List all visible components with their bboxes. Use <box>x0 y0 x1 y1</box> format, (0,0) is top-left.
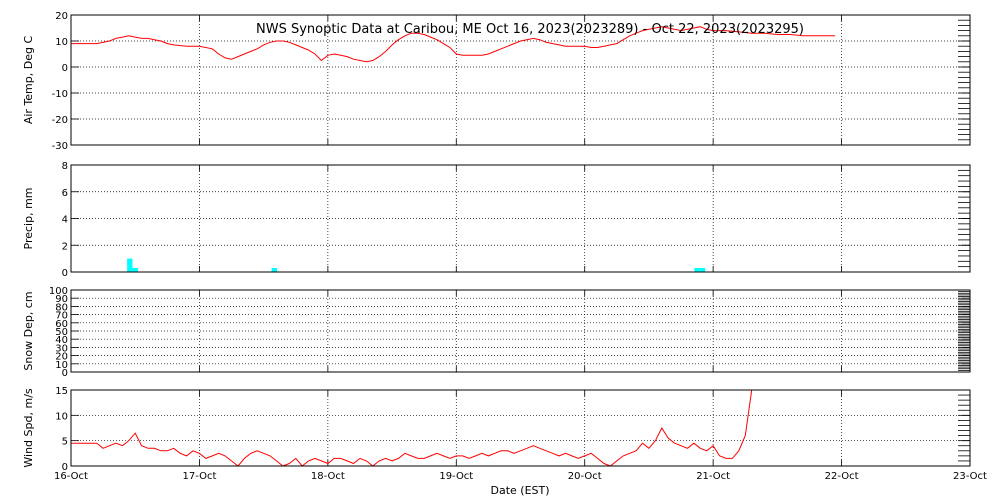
x-tick-label: 18-Oct <box>311 471 345 482</box>
precip-bar <box>271 267 277 272</box>
y-tick-label: 0 <box>62 368 68 379</box>
y-tick-label: 8 <box>62 161 68 172</box>
y-tick-label: 0 <box>62 462 68 473</box>
y-tick-label: 0 <box>62 268 68 279</box>
chart-title: NWS Synoptic Data at Caribou, ME Oct 16,… <box>256 22 804 37</box>
precip-bar <box>127 258 133 272</box>
precip-bar <box>132 267 138 272</box>
y-tick-label: 90 <box>55 294 68 305</box>
y-tick-label: 80 <box>55 302 68 313</box>
y-tick-label: 40 <box>55 335 68 346</box>
y-tick-label: 10 <box>55 360 68 371</box>
y-axis-label: Wind Spd, m/s <box>22 388 35 468</box>
y-tick-label: 30 <box>55 343 68 354</box>
y-tick-label: 10 <box>55 411 68 422</box>
panel-data <box>127 258 706 272</box>
x-tick-label: 16-Oct <box>54 471 88 482</box>
y-tick-label: 60 <box>55 319 68 330</box>
y-tick-label: -10 <box>52 89 68 100</box>
x-tick-label: 20-Oct <box>568 471 602 482</box>
x-tick-label: 19-Oct <box>439 471 473 482</box>
y-tick-label: 4 <box>62 215 68 226</box>
precip-bar <box>694 267 700 272</box>
y-tick-label: 6 <box>62 188 68 199</box>
y-tick-label: 20 <box>55 11 68 22</box>
y-axis-label: Snow Dep, cm <box>22 291 35 370</box>
panel-frame <box>70 389 971 467</box>
panel-3: 0 5 10 15 Wind Spd, m/s <box>22 386 971 473</box>
y-axis-label: Precip, mm <box>22 188 35 250</box>
panel-1: 0 2 4 6 8 Precip, mm <box>22 161 971 279</box>
y-tick-label: 70 <box>55 311 68 322</box>
precip-bar <box>699 267 706 272</box>
y-tick-label: 50 <box>55 327 68 338</box>
y-tick-label: 5 <box>62 437 68 448</box>
x-tick-label: 17-Oct <box>182 471 216 482</box>
y-tick-label: -20 <box>52 115 68 126</box>
air-temp-line <box>71 26 836 63</box>
x-tick-label: 21-Oct <box>696 471 730 482</box>
panel-data <box>71 26 836 63</box>
y-tick-label: 20 <box>55 352 68 363</box>
x-tick-label: 22-Oct <box>825 471 859 482</box>
y-tick-label: 100 <box>49 286 68 297</box>
y-tick-label: -30 <box>52 141 68 152</box>
x-axis-label: Date (EST) <box>490 484 549 497</box>
y-tick-label: 15 <box>55 386 68 397</box>
y-axis-label: Air Temp, Deg C <box>22 36 35 125</box>
panel-frame <box>70 14 971 146</box>
panel-frame <box>70 164 971 273</box>
y-tick-label: 0 <box>62 63 68 74</box>
x-tick-label: 23-Oct <box>953 471 987 482</box>
x-axis: 16-Oct 17-Oct 18-Oct 19-Oct 20-Oct 21-Oct 22-O… <box>54 471 987 482</box>
y-tick-label: 2 <box>62 241 68 252</box>
panel-0: -30 -20 -10 0 10 20 Air Temp, Deg C <box>22 11 971 152</box>
y-tick-label: 10 <box>55 37 68 48</box>
panel-frame <box>70 289 971 373</box>
wind-speed-line <box>71 390 753 466</box>
panel-data <box>71 390 753 466</box>
